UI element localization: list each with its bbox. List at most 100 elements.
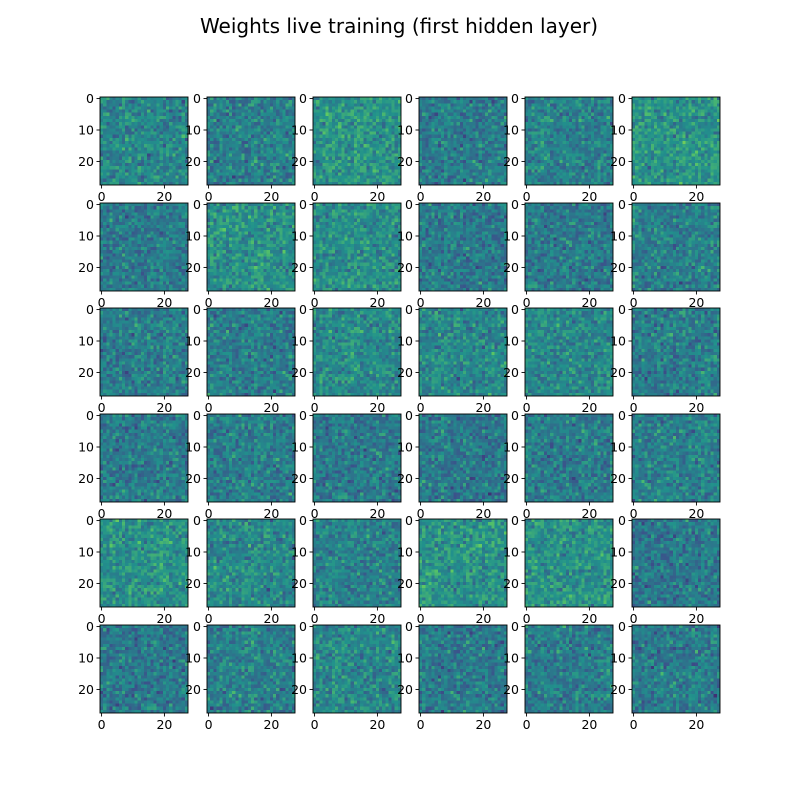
y-tick-label: 0 (511, 619, 519, 634)
y-tick-label: 20 (503, 682, 519, 697)
axes-frame (524, 624, 614, 714)
y-tick-label: 20 (610, 154, 626, 169)
x-tick-label: 0 (523, 506, 531, 521)
axes-frame (312, 624, 402, 714)
axes-frame (99, 413, 189, 503)
y-tick-label: 10 (503, 440, 519, 455)
y-tick-label: 10 (291, 651, 307, 666)
x-tick-label: 20 (369, 506, 385, 521)
weight-panel: 0 10 20 0 20 (291, 408, 402, 521)
x-tick-label: 0 (311, 295, 319, 310)
x-tick-label: 0 (417, 506, 425, 521)
y-tick-label: 0 (299, 619, 307, 634)
y-tick-label: 20 (185, 365, 201, 380)
y-tick-label: 10 (397, 229, 413, 244)
x-tick-label: 0 (205, 717, 213, 732)
y-tick-label: 10 (503, 651, 519, 666)
axes-frame (524, 413, 614, 503)
y-tick-label: 10 (610, 334, 626, 349)
y-tick-label: 10 (291, 229, 307, 244)
y-tick-label: 10 (185, 334, 201, 349)
x-tick-label: 20 (688, 506, 704, 521)
axes-frame (524, 518, 614, 608)
y-tick-label: 0 (511, 513, 519, 528)
weight-panel: 0 10 20 0 20 (291, 197, 402, 310)
weight-panel: 0 10 20 0 20 (503, 197, 614, 310)
x-tick-label: 0 (311, 506, 319, 521)
y-tick-label: 10 (78, 123, 94, 138)
y-tick-label: 0 (86, 91, 94, 106)
y-tick-label: 20 (397, 260, 413, 275)
x-tick-label: 0 (417, 295, 425, 310)
y-tick-label: 10 (291, 334, 307, 349)
axes-frame (312, 307, 402, 397)
y-tick-label: 20 (185, 260, 201, 275)
x-tick-label: 20 (475, 506, 491, 521)
x-tick-label: 0 (630, 611, 638, 626)
axes-frame (99, 307, 189, 397)
weight-panel: 0 10 20 0 20 (78, 408, 189, 521)
weight-panel: 0 10 20 0 20 (185, 197, 296, 310)
weight-image (525, 625, 613, 713)
y-tick-label: 10 (397, 440, 413, 455)
x-tick-label: 20 (156, 717, 172, 732)
axes-frame (418, 202, 508, 292)
x-tick-label: 0 (630, 295, 638, 310)
y-tick-label: 0 (193, 197, 201, 212)
axes-frame (99, 518, 189, 608)
weight-image (100, 308, 188, 396)
y-tick-label: 20 (78, 365, 94, 380)
axes-frame (631, 413, 721, 503)
x-tick-label: 20 (688, 400, 704, 415)
y-tick-label: 20 (291, 365, 307, 380)
y-tick-label: 0 (299, 91, 307, 106)
weight-image (313, 519, 401, 607)
weight-panel: 0 10 20 0 20 (185, 619, 296, 732)
weight-panel: 0 10 20 0 20 (78, 619, 189, 732)
y-tick-label: 20 (397, 682, 413, 697)
weight-image (313, 625, 401, 713)
x-tick-label: 20 (156, 189, 172, 204)
weight-panel: 0 10 20 0 20 (78, 91, 189, 204)
weight-image (207, 97, 295, 185)
y-tick-label: 0 (193, 302, 201, 317)
weight-image (100, 97, 188, 185)
y-tick-label: 20 (397, 365, 413, 380)
x-tick-label: 0 (630, 717, 638, 732)
axes-frame (631, 202, 721, 292)
y-tick-label: 0 (618, 302, 626, 317)
y-tick-label: 20 (503, 154, 519, 169)
y-tick-label: 10 (291, 545, 307, 560)
y-tick-label: 20 (397, 154, 413, 169)
y-tick-label: 10 (185, 123, 201, 138)
y-tick-label: 20 (78, 576, 94, 591)
x-tick-label: 0 (523, 400, 531, 415)
weight-image (525, 97, 613, 185)
y-tick-label: 10 (503, 334, 519, 349)
x-tick-label: 0 (311, 611, 319, 626)
y-tick-label: 0 (405, 302, 413, 317)
x-tick-label: 20 (475, 717, 491, 732)
y-tick-label: 20 (185, 154, 201, 169)
y-tick-label: 10 (78, 440, 94, 455)
y-tick-label: 0 (193, 513, 201, 528)
x-tick-label: 0 (205, 400, 213, 415)
y-tick-label: 20 (78, 682, 94, 697)
x-tick-label: 20 (156, 506, 172, 521)
weight-panel: 0 10 20 0 20 (610, 513, 721, 626)
weight-panel: 0 10 20 0 20 (503, 302, 614, 415)
weight-panel: 0 10 20 0 20 (397, 619, 508, 732)
figure-title: Weights live training (first hidden laye… (200, 14, 598, 38)
axes-frame (312, 518, 402, 608)
y-tick-label: 10 (291, 440, 307, 455)
x-tick-label: 0 (98, 506, 106, 521)
x-tick-label: 20 (475, 189, 491, 204)
axes-frame (206, 624, 296, 714)
y-tick-label: 0 (86, 513, 94, 528)
x-tick-label: 20 (581, 611, 597, 626)
weight-panel: 0 10 20 0 20 (610, 197, 721, 310)
axes-frame (206, 518, 296, 608)
x-tick-label: 20 (369, 295, 385, 310)
weight-image (419, 97, 507, 185)
y-tick-label: 0 (618, 619, 626, 634)
